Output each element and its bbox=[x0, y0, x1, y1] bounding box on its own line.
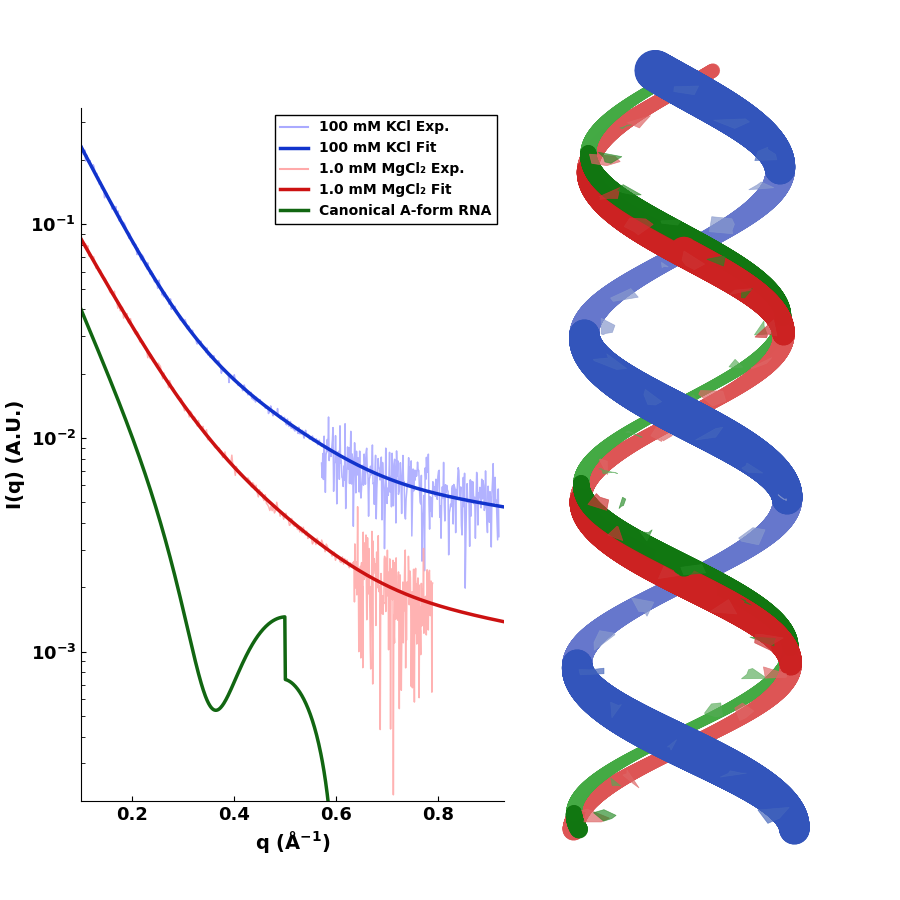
Polygon shape bbox=[667, 740, 677, 751]
X-axis label: q ($\mathregular{\AA^{-1}}$): q ($\mathregular{\AA^{-1}}$) bbox=[255, 830, 330, 855]
Polygon shape bbox=[623, 770, 639, 788]
Polygon shape bbox=[758, 807, 789, 824]
Polygon shape bbox=[644, 390, 662, 405]
Polygon shape bbox=[588, 493, 608, 510]
Polygon shape bbox=[763, 667, 787, 679]
Polygon shape bbox=[581, 809, 609, 822]
Polygon shape bbox=[598, 469, 618, 473]
Polygon shape bbox=[752, 357, 772, 369]
Polygon shape bbox=[710, 599, 737, 614]
Polygon shape bbox=[754, 634, 783, 651]
Polygon shape bbox=[661, 220, 680, 225]
Polygon shape bbox=[674, 86, 698, 94]
Polygon shape bbox=[610, 702, 622, 718]
Polygon shape bbox=[778, 495, 787, 500]
Legend: 100 mM KCl Exp., 100 mM KCl Fit, 1.0 mM MgCl₂ Exp., 1.0 mM MgCl₂ Fit, Canonical : 100 mM KCl Exp., 100 mM KCl Fit, 1.0 mM … bbox=[274, 115, 497, 224]
Polygon shape bbox=[608, 526, 623, 541]
Polygon shape bbox=[598, 152, 622, 164]
Polygon shape bbox=[626, 431, 643, 437]
Polygon shape bbox=[599, 187, 620, 200]
Polygon shape bbox=[659, 566, 680, 579]
Polygon shape bbox=[729, 359, 742, 368]
Polygon shape bbox=[611, 778, 621, 786]
Polygon shape bbox=[749, 182, 774, 190]
Polygon shape bbox=[632, 598, 654, 616]
Polygon shape bbox=[651, 741, 672, 751]
Polygon shape bbox=[750, 637, 776, 646]
Polygon shape bbox=[658, 81, 679, 93]
Polygon shape bbox=[754, 320, 767, 335]
Polygon shape bbox=[619, 497, 625, 508]
Polygon shape bbox=[714, 119, 750, 129]
Polygon shape bbox=[694, 566, 706, 582]
Polygon shape bbox=[755, 148, 777, 160]
Polygon shape bbox=[599, 459, 608, 475]
Polygon shape bbox=[729, 289, 751, 294]
Polygon shape bbox=[680, 564, 706, 575]
Polygon shape bbox=[680, 395, 698, 405]
Polygon shape bbox=[680, 734, 702, 753]
Polygon shape bbox=[698, 391, 725, 406]
Polygon shape bbox=[593, 810, 616, 821]
Polygon shape bbox=[651, 424, 672, 442]
Polygon shape bbox=[742, 669, 767, 679]
Polygon shape bbox=[739, 527, 765, 544]
Polygon shape bbox=[590, 154, 620, 166]
Polygon shape bbox=[734, 703, 754, 721]
Polygon shape bbox=[720, 770, 747, 777]
Polygon shape bbox=[741, 598, 751, 605]
Polygon shape bbox=[579, 668, 604, 675]
Polygon shape bbox=[627, 115, 651, 128]
Y-axis label: I(q) (A.U.): I(q) (A.U.) bbox=[6, 400, 25, 509]
Polygon shape bbox=[593, 354, 626, 370]
Polygon shape bbox=[742, 289, 752, 298]
Polygon shape bbox=[705, 703, 723, 716]
Polygon shape bbox=[706, 256, 725, 266]
Polygon shape bbox=[640, 530, 652, 541]
Polygon shape bbox=[620, 125, 632, 129]
Polygon shape bbox=[610, 289, 638, 302]
Polygon shape bbox=[601, 319, 615, 335]
Polygon shape bbox=[679, 77, 696, 94]
Polygon shape bbox=[594, 631, 615, 651]
Polygon shape bbox=[696, 428, 723, 440]
Polygon shape bbox=[662, 262, 669, 267]
Polygon shape bbox=[617, 184, 642, 195]
Polygon shape bbox=[742, 463, 763, 473]
Polygon shape bbox=[755, 320, 777, 338]
Polygon shape bbox=[709, 217, 734, 234]
Polygon shape bbox=[682, 251, 705, 270]
Polygon shape bbox=[625, 218, 653, 235]
